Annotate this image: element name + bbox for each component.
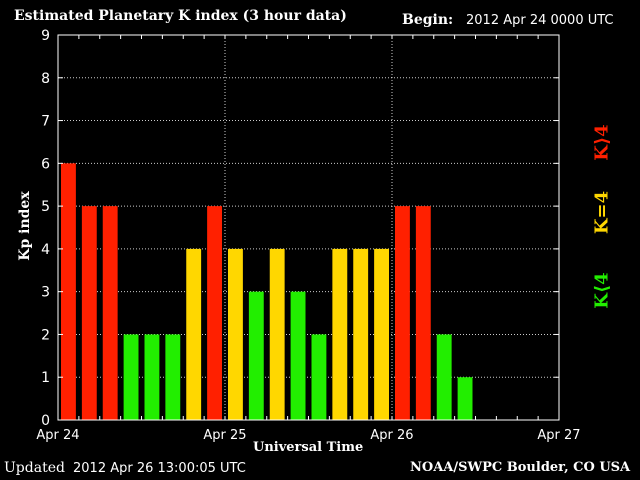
- y-tick-label: 1: [41, 370, 50, 386]
- x-axis-label: Universal Time: [253, 440, 364, 455]
- y-tick-label: 9: [41, 28, 50, 44]
- kp-bar: [436, 334, 452, 420]
- x-tick-label: Apr 24: [36, 428, 79, 443]
- kp-bar: [311, 334, 327, 420]
- source-credit: NOAA/SWPC Boulder, CO USA: [410, 460, 631, 475]
- kp-bar: [102, 206, 118, 420]
- legend-low: K⟨4: [591, 272, 613, 309]
- kp-bar: [415, 206, 431, 420]
- kp-bar: [269, 248, 285, 420]
- y-tick-label: 4: [41, 242, 50, 258]
- kp-bar: [186, 248, 202, 420]
- updated-label: Updated: [4, 460, 65, 476]
- kp-bar: [123, 334, 139, 420]
- begin-label: Begin:: [402, 12, 454, 28]
- y-axis-label: Kp index: [17, 191, 33, 261]
- y-tick-label: 6: [41, 156, 50, 172]
- chart-title: Estimated Planetary K index (3 hour data…: [14, 8, 347, 24]
- begin-value: 2012 Apr 24 0000 UTC: [466, 13, 614, 28]
- x-tick-label: Apr 26: [370, 428, 413, 443]
- y-tick-label: 8: [41, 71, 50, 87]
- updated-value: 2012 Apr 26 13:00:05 UTC: [73, 461, 246, 476]
- kp-bar: [248, 291, 264, 420]
- kp-bar: [207, 206, 222, 420]
- legend-mid: K=4: [591, 190, 613, 235]
- kp-bar: [61, 163, 76, 421]
- kp-bar: [290, 291, 306, 420]
- y-tick-label: 3: [41, 285, 50, 301]
- y-tick-label: 7: [41, 114, 50, 130]
- kp-bar: [332, 248, 348, 420]
- kp-bar: [228, 248, 243, 420]
- y-tick-label: 2: [41, 327, 50, 343]
- y-tick-label: 5: [41, 199, 50, 215]
- kp-bar: [395, 206, 410, 420]
- kp-bar: [144, 334, 160, 420]
- kp-bar: [374, 248, 389, 420]
- kp-bar: [165, 334, 181, 420]
- kp-bar: [457, 377, 473, 420]
- legend-high: K⟩4: [591, 124, 613, 161]
- y-tick-label: 0: [41, 413, 50, 429]
- x-tick-label: Apr 25: [203, 428, 246, 443]
- kp-bar: [353, 248, 369, 420]
- x-tick-label: Apr 27: [537, 428, 580, 443]
- kp-bar: [81, 206, 97, 420]
